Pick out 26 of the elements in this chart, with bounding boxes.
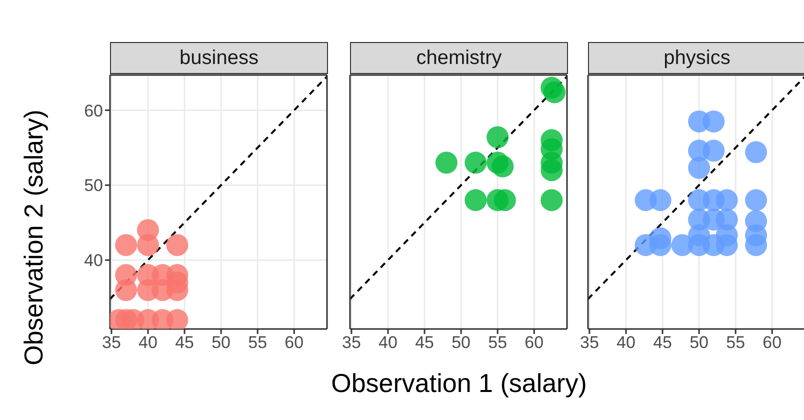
x-tick-label: 40 [138, 333, 158, 352]
x-tick-label: 60 [284, 333, 304, 352]
y-tick-label: 60 [84, 101, 103, 120]
x-tick-label: 35 [102, 333, 121, 352]
x-tick-label: 45 [415, 333, 434, 352]
chart-title: chemistry [350, 42, 568, 74]
x-tick-label: 50 [452, 333, 471, 352]
x-tick-label: 55 [726, 333, 746, 352]
x-tick-label: 60 [762, 333, 782, 352]
x-tick-label: 60 [524, 333, 544, 352]
x-tick-label: 45 [175, 333, 194, 352]
y-tick-label: 40 [84, 251, 103, 270]
y-tick-label: 50 [84, 176, 103, 196]
y-axis-title: Observation 2 (salary) [18, 108, 50, 368]
chart-title: business [110, 42, 328, 74]
x-tick-label: 45 [653, 333, 672, 352]
x-tick-label: 55 [488, 333, 508, 352]
x-axis-title: Observation 1 (salary) [330, 368, 588, 399]
chart-title: physics [588, 42, 804, 74]
x-tick-label: 50 [212, 333, 231, 352]
x-tick-label: 50 [690, 333, 709, 352]
x-tick-label: 55 [248, 333, 268, 352]
x-tick-label: 40 [616, 333, 636, 352]
x-tick-label: 40 [378, 333, 398, 352]
x-tick-label: 35 [580, 333, 599, 352]
x-tick-label: 35 [342, 333, 361, 352]
